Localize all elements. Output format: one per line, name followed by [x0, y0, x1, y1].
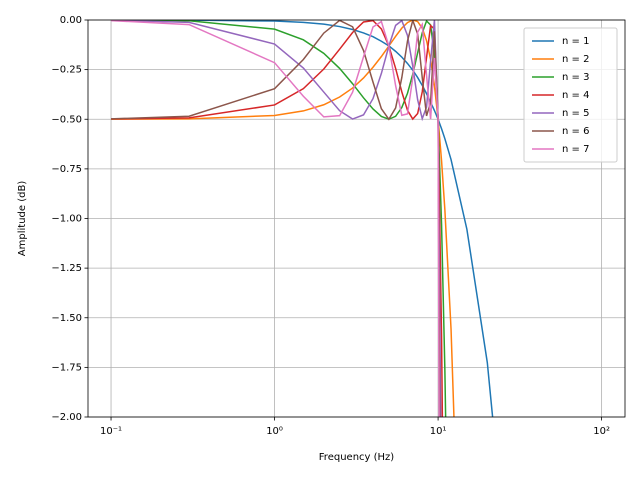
x-tick-label: 10²: [593, 426, 610, 437]
x-tick-label: 10¹: [430, 426, 447, 437]
y-tick-label: −1.00: [51, 214, 82, 225]
plot-area: [110, 20, 494, 417]
series-line: [110, 20, 440, 417]
x-axis-label: Frequency (Hz): [319, 452, 395, 463]
y-tick-label: −0.25: [51, 65, 82, 76]
y-tick-label: −0.50: [51, 114, 82, 125]
y-tick-label: −0.75: [51, 164, 82, 175]
legend-label: n = 2: [562, 54, 589, 65]
series-line: [111, 20, 442, 417]
y-tick-label: 0.00: [60, 15, 82, 26]
legend-label: n = 4: [562, 90, 589, 101]
y-tick-label: −1.25: [51, 263, 82, 274]
legend-label: n = 7: [562, 144, 589, 155]
series-line: [111, 20, 447, 417]
series-line: [111, 20, 494, 417]
series-line: [111, 20, 444, 417]
y-tick-label: −1.75: [51, 362, 82, 373]
y-axis-label: Amplitude (dB): [17, 181, 28, 257]
y-tick-label: −2.00: [51, 412, 82, 423]
x-tick-label: 10⁻¹: [100, 426, 122, 437]
legend-box: [523, 27, 618, 163]
legend-label: n = 1: [562, 36, 589, 47]
legend-label: n = 5: [562, 108, 589, 119]
y-tick-label: −1.50: [51, 313, 82, 324]
x-tick-label: 10⁰: [266, 426, 283, 437]
legend-label: n = 6: [562, 126, 589, 137]
legend: n = 1 n = 2 n = 3 n = 4 n = 5 n = 6 n = 7: [523, 27, 618, 163]
ticks: 10⁻¹ 10⁰ 10¹ 10² −2.00 −1.75 −1.50 −1.25 −1.00 −0…: [51, 15, 610, 437]
legend-label: n = 3: [562, 72, 589, 83]
series-line: [111, 20, 441, 417]
